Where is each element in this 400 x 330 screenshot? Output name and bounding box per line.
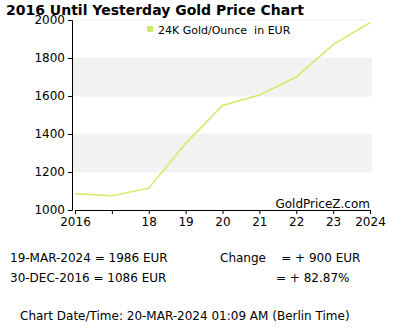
tick-label: 22 [289, 215, 304, 229]
tick: 2024 [355, 210, 386, 229]
grid-line [72, 58, 372, 59]
tick: 2016 [60, 210, 91, 229]
tick-mark [112, 210, 113, 214]
tick-mark [75, 210, 76, 214]
tick-label: 19 [178, 215, 193, 229]
tick: 1800 [34, 51, 72, 65]
tick-label: 1600 [34, 89, 65, 103]
footer: Chart Date/Time: 20-MAR-2024 01:09 AM (B… [20, 309, 350, 323]
tick-mark [333, 210, 334, 214]
grid [72, 20, 372, 210]
legend-label: 24K Gold/Ounce in EUR [158, 24, 291, 37]
tick-mark [186, 210, 187, 214]
tick-mark [68, 172, 72, 173]
y-axis: 100012001400160018002000 [34, 13, 72, 217]
tick: 2000 [34, 13, 72, 27]
tick: 23 [326, 210, 341, 229]
tick-label: 1200 [34, 165, 65, 179]
tick-mark [68, 210, 72, 211]
plot [75, 23, 370, 196]
tick: 22 [289, 210, 304, 229]
tick-mark [259, 210, 260, 214]
chart: 2016 Until Yesterday Gold Price Chart24K… [0, 0, 400, 330]
legend-swatch [147, 26, 153, 32]
tick: 1200 [34, 165, 72, 179]
tick-mark [223, 210, 224, 214]
watermark: GoldPriceZ.com [275, 197, 370, 211]
tick-label: 2000 [34, 13, 65, 27]
grid-line [72, 96, 372, 97]
tick: 1600 [34, 89, 72, 103]
grid-line [72, 134, 372, 135]
tick-mark [149, 210, 150, 214]
annotation: Change = + 900 EUR [220, 251, 360, 265]
tick-label: 2016 [60, 215, 91, 229]
axis-line [68, 21, 73, 211]
tick [112, 210, 113, 214]
grid-line [72, 172, 372, 173]
tick: 20 [215, 210, 230, 229]
grid-line [72, 20, 372, 21]
grid-band [72, 58, 372, 96]
tick: 1400 [34, 127, 72, 141]
tick: 21 [252, 210, 267, 229]
x-axis: 2016 18 19 20 21 22 23 2024 [60, 210, 386, 229]
tick: 19 [178, 210, 193, 229]
tick-mark [68, 20, 72, 21]
annotation: = + 82.87% [276, 271, 350, 285]
line [75, 23, 370, 196]
tick-label: 23 [326, 215, 341, 229]
axis-line [76, 211, 371, 215]
tick-label: 18 [142, 215, 157, 229]
tick-label: 1400 [34, 127, 65, 141]
tick: 18 [142, 210, 157, 229]
annotation: 19-MAR-2024 = 1986 EUR [10, 251, 168, 265]
grid-band [72, 134, 372, 172]
tick-mark [68, 58, 72, 59]
tick-label: 21 [252, 215, 267, 229]
tick-label: 1800 [34, 51, 65, 65]
legend: 24K Gold/Ounce in EUR [147, 24, 291, 37]
tick-label: 2024 [355, 215, 386, 229]
tick-mark [68, 96, 72, 97]
tick-label: 20 [215, 215, 230, 229]
annotation: 30-DEC-2016 = 1086 EUR [10, 271, 166, 285]
tick-mark [296, 210, 297, 214]
tick-mark [68, 134, 72, 135]
tick-mark [370, 210, 371, 214]
